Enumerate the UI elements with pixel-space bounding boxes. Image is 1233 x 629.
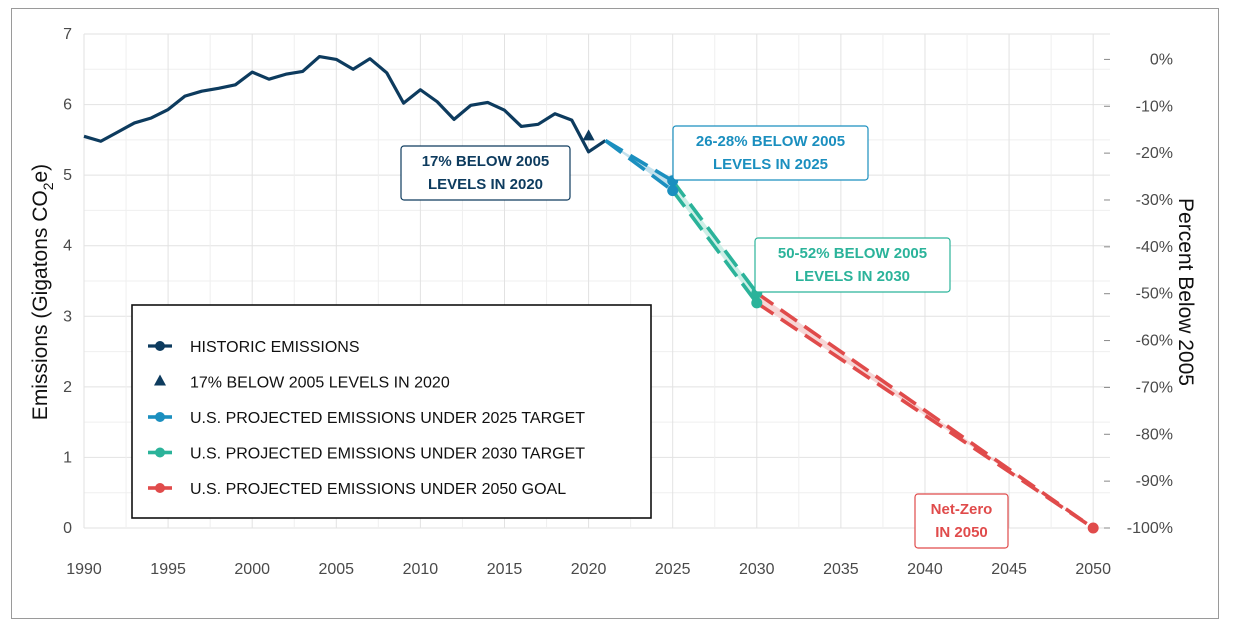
- legend-item: 17% BELOW 2005 LEVELS IN 2020: [154, 374, 450, 392]
- projection-2050-lower-line: [755, 301, 1095, 530]
- x-tick-label: 2020: [571, 561, 607, 578]
- legend-label: U.S. PROJECTED EMISSIONS UNDER 2050 GOAL: [190, 481, 566, 498]
- annotation-text: Net-Zero: [931, 501, 993, 518]
- right-axis-title: Percent Below 2005: [1174, 198, 1197, 386]
- x-tick-label: 2050: [1075, 561, 1111, 578]
- legend-label: U.S. PROJECTED EMISSIONS UNDER 2030 TARG…: [190, 446, 585, 463]
- right-tick-label: -80%: [1136, 426, 1173, 443]
- annotation-text: LEVELS IN 2020: [428, 176, 543, 193]
- target-2020-marker: [582, 129, 595, 141]
- y-axis-title-end: e): [29, 164, 52, 183]
- x-tick-label: 2005: [318, 561, 354, 578]
- y-axis-title-main: Emissions (Gigatons CO: [29, 190, 52, 420]
- legend-label: HISTORIC EMISSIONS: [190, 339, 360, 356]
- y-tick-label: 5: [63, 167, 72, 184]
- y-axis-ticks: 0 1 2 3 4 5 6 7: [63, 26, 72, 537]
- annotation-text: 26-28% BELOW 2005: [696, 133, 845, 150]
- projection-2025-lower-line: [604, 139, 674, 193]
- annotation-border: [400, 145, 571, 201]
- x-tick-label: 2010: [403, 561, 439, 578]
- projection-2030-lower-line: [671, 189, 759, 304]
- y-tick-label: 4: [63, 238, 72, 255]
- y-tick-label: 6: [63, 97, 72, 114]
- right-tick-label: -100%: [1127, 520, 1173, 537]
- annotations: 17% BELOW 2005 LEVELS IN 2020 26-28% BELOW…: [400, 125, 1009, 549]
- x-tick-label: 2045: [991, 561, 1027, 578]
- annotation-text: 17% BELOW 2005: [422, 153, 550, 170]
- legend-swatch-dot: [155, 341, 165, 351]
- legend-label: U.S. PROJECTED EMISSIONS UNDER 2025 TARG…: [190, 410, 585, 427]
- annotation-border: [672, 125, 869, 181]
- legend-swatch-dot: [155, 483, 165, 493]
- right-tick-label: -70%: [1136, 379, 1173, 396]
- y-axis-title-subscript: 2: [40, 182, 56, 190]
- x-tick-label: 2015: [487, 561, 523, 578]
- right-tick-label: -20%: [1136, 145, 1173, 162]
- series-lines: [83, 54, 1099, 534]
- projection-2030-upper-line: [671, 179, 759, 295]
- right-tick-label: -90%: [1136, 473, 1173, 490]
- right-tick-label: -30%: [1136, 192, 1173, 209]
- legend-label: 17% BELOW 2005 LEVELS IN 2020: [190, 375, 450, 392]
- legend-item: HISTORIC EMISSIONS: [148, 339, 360, 356]
- y-axis-title: Emissions (Gigatons CO2e): [29, 164, 56, 420]
- legend: HISTORIC EMISSIONS 17% BELOW 2005 LEVELS …: [131, 304, 652, 519]
- legend-item: U.S. PROJECTED EMISSIONS UNDER 2050 GOAL: [148, 481, 566, 498]
- annotation-text: 50-52% BELOW 2005: [778, 245, 927, 262]
- annotation-box: 17% BELOW 2005 LEVELS IN 2020: [400, 145, 571, 201]
- x-tick-label: 2025: [655, 561, 691, 578]
- legend-swatch-triangle: [154, 374, 166, 386]
- legend-swatch-dot: [155, 412, 165, 422]
- annotation-text: IN 2050: [935, 524, 988, 541]
- x-tick-label: 2030: [739, 561, 775, 578]
- x-axis-ticks: 1990 1995 2000 2005 2010 2015 2020 2025 2030 2035…: [66, 561, 1111, 578]
- marker-2050: [1087, 522, 1099, 534]
- y-tick-label: 2: [63, 379, 72, 396]
- y-tick-label: 7: [63, 26, 72, 43]
- x-tick-label: 2000: [234, 561, 270, 578]
- x-tick-label: 1990: [66, 561, 102, 578]
- right-tick-label: -10%: [1136, 98, 1173, 115]
- y-tick-label: 3: [63, 308, 72, 325]
- y-tick-label: 1: [63, 449, 72, 466]
- legend-item: U.S. PROJECTED EMISSIONS UNDER 2030 TARG…: [148, 446, 585, 463]
- x-tick-label: 2035: [823, 561, 859, 578]
- right-tick-label: -40%: [1136, 239, 1173, 256]
- x-tick-label: 1995: [150, 561, 186, 578]
- x-tick-label: 2040: [907, 561, 943, 578]
- annotation-box: 26-28% BELOW 2005 LEVELS IN 2025: [672, 125, 869, 181]
- marker-2025-lower: [667, 185, 679, 197]
- marker-2030-lower: [751, 297, 763, 309]
- annotation-text: LEVELS IN 2030: [795, 268, 910, 285]
- legend-box: [131, 304, 652, 519]
- historic-emissions-line: [83, 54, 607, 154]
- projection-2050-upper-line: [755, 291, 1095, 530]
- annotation-border: [914, 493, 1009, 549]
- right-tick-label: -60%: [1136, 333, 1173, 350]
- annotation-box: 50-52% BELOW 2005 LEVELS IN 2030: [754, 237, 951, 293]
- legend-swatch-dot: [155, 447, 165, 458]
- annotation-text: LEVELS IN 2025: [713, 156, 828, 173]
- annotation-border: [754, 237, 951, 293]
- annotation-box: Net-Zero IN 2050: [914, 493, 1009, 549]
- right-tick-label: 0%: [1150, 51, 1173, 68]
- chart-frame: [11, 8, 1219, 619]
- y-tick-label: 0: [63, 520, 72, 537]
- legend-item: U.S. PROJECTED EMISSIONS UNDER 2025 TARG…: [148, 410, 585, 427]
- right-tick-label: -50%: [1136, 286, 1173, 303]
- right-axis-ticks: 0% -10% -20% -30% -40% -50% -60% -70% -80% -90% -1…: [1127, 51, 1173, 537]
